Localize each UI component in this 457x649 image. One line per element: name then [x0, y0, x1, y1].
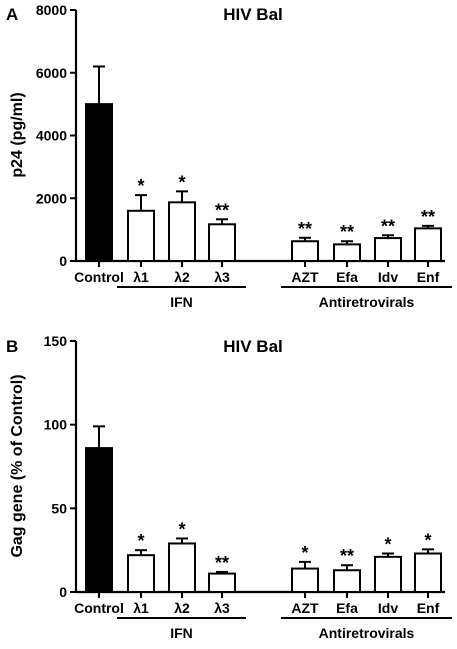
bar-2: [168, 542, 196, 593]
significance-marker-6: **: [381, 216, 395, 236]
significance-marker-3: **: [215, 553, 229, 573]
significance-marker-7: **: [421, 207, 435, 227]
y-tick-label: 8000: [36, 2, 67, 18]
y-tick-label: 0: [59, 584, 67, 600]
y-tick-label: 6000: [36, 65, 67, 81]
y-axis-label: Gag gene (% of Control): [9, 374, 26, 557]
bar-6: [374, 555, 402, 593]
bar-2: [168, 201, 196, 262]
category-label-5: Efa: [336, 600, 358, 616]
bar-6: [374, 237, 402, 263]
chart-title: HIV Bal: [223, 5, 283, 24]
chart-title: HIV Bal: [223, 337, 283, 356]
bar-5: [333, 243, 361, 262]
category-label-6: Idv: [378, 600, 398, 616]
chart-panel-b: B HIV Bal Gag gene (% of Control) 0 50 100 150…: [6, 333, 452, 641]
bar-3: [208, 223, 236, 262]
category-label-5: Efa: [336, 269, 358, 285]
category-label-0: Control: [74, 600, 124, 616]
chart-panel-a: A HIV Bal p24 (pg/ml) 0 2000 4000 6000 8000 Cont…: [6, 2, 452, 310]
bar-4: [291, 567, 319, 593]
category-label-6: Idv: [378, 269, 398, 285]
significance-marker-2: *: [178, 172, 185, 192]
significance-marker-2: *: [178, 519, 185, 539]
significance-marker-1: *: [137, 531, 144, 551]
significance-marker-5: **: [340, 546, 354, 566]
significance-marker-4: **: [298, 219, 312, 239]
panel-letter: A: [6, 5, 18, 24]
category-label-2: λ2: [174, 600, 190, 616]
category-label-7: Enf: [417, 600, 440, 616]
category-label-3: λ3: [214, 269, 230, 285]
significance-marker-4: *: [301, 543, 308, 563]
y-tick-label: 0: [59, 253, 67, 269]
group-label-0: IFN: [170, 294, 193, 310]
category-label-4: AZT: [291, 600, 319, 616]
category-label-1: λ1: [133, 269, 149, 285]
category-label-3: λ3: [214, 600, 230, 616]
category-label-1: λ1: [133, 600, 149, 616]
group-label-0: IFN: [170, 625, 193, 641]
category-label-4: AZT: [291, 269, 319, 285]
bar-1: [127, 209, 155, 263]
category-label-2: λ2: [174, 269, 190, 285]
bar-0: [85, 447, 113, 593]
y-tick-label: 4000: [36, 128, 67, 144]
significance-marker-1: *: [137, 176, 144, 196]
y-axis-label: p24 (pg/ml): [9, 92, 26, 177]
category-label-7: Enf: [417, 269, 440, 285]
significance-marker-3: **: [215, 200, 229, 220]
significance-marker-5: **: [340, 222, 354, 242]
bar-7: [414, 227, 442, 262]
bar-1: [127, 554, 155, 593]
bar-0: [85, 103, 113, 262]
significance-marker-7: *: [424, 530, 431, 550]
group-label-1: Antiretrovirals: [319, 625, 415, 641]
bar-4: [291, 240, 319, 262]
y-tick-label: 150: [44, 333, 68, 349]
y-tick-label: 100: [44, 417, 68, 433]
y-tick-label: 50: [51, 500, 67, 516]
bar-7: [414, 552, 442, 593]
bar-3: [208, 572, 236, 593]
y-tick-label: 2000: [36, 190, 67, 206]
category-label-0: Control: [74, 269, 124, 285]
significance-marker-6: *: [384, 535, 391, 555]
bar-5: [333, 569, 361, 593]
group-label-1: Antiretrovirals: [319, 294, 415, 310]
panel-letter: B: [6, 337, 18, 356]
